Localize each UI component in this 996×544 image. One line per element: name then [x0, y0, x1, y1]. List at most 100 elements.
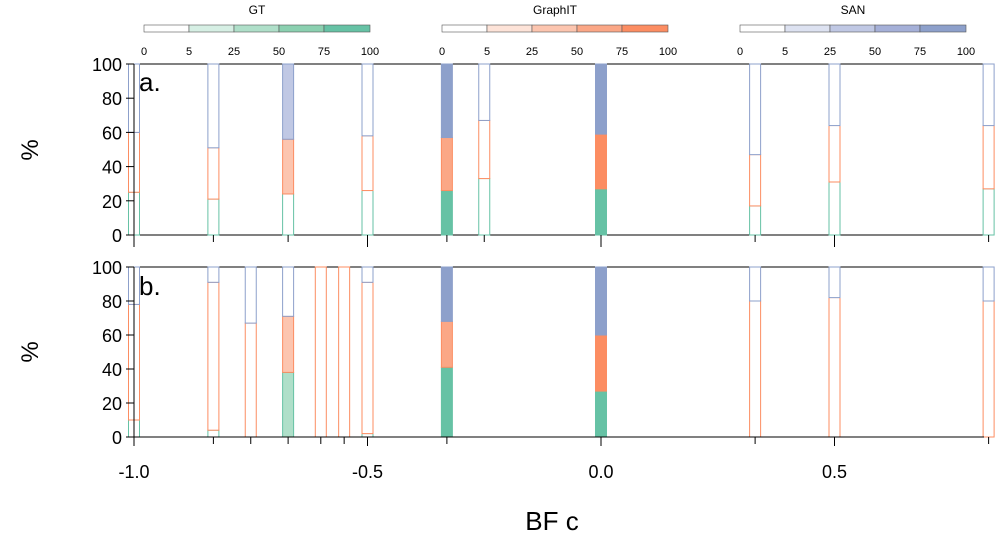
bar-segment-san: [361, 266, 374, 283]
panel-b-y-label: %: [17, 341, 44, 362]
legend-swatch-san-1: [784, 24, 831, 33]
bar-segment-graphit: [361, 281, 374, 435]
y-tick-label: 0: [112, 226, 122, 246]
x-tick-label: -0.5: [352, 462, 383, 482]
bar-segment-graphit: [595, 133, 607, 190]
bar-segment-graphit: [207, 147, 220, 200]
bar-segment-graphit: [828, 297, 841, 438]
legend-tick-label: 25: [526, 46, 538, 58]
y-tick-label: 60: [102, 123, 122, 143]
bar-group: [282, 266, 295, 444]
bar-group: [595, 63, 607, 242]
bar-group: [314, 266, 327, 444]
bar-segment-graphit: [749, 300, 762, 438]
bar-segment-graphit: [338, 266, 351, 438]
legend-swatch-san-3: [874, 24, 921, 33]
panel-b-y-axis: 0 20 40 60 80 100: [92, 258, 135, 448]
bar-segment-san: [749, 63, 762, 156]
bar-segment-gt: [982, 188, 995, 236]
bar-segment-graphit: [982, 300, 995, 438]
legend-tick-label: 50: [273, 46, 285, 58]
legend-swatch-gt-3: [278, 24, 325, 33]
legend-tick-label: 50: [571, 46, 583, 58]
bar-segment-graphit: [478, 119, 491, 180]
bar-segment-gt: [749, 205, 762, 236]
bar-group: [207, 266, 220, 444]
legend-tick-label: 0: [737, 46, 743, 58]
x-axis-label: BF c: [525, 506, 578, 536]
bar-segment-gt: [361, 190, 374, 236]
legend-swatch-graphit-3: [576, 24, 623, 33]
bar-segment-graphit: [982, 125, 995, 190]
bar-segment-gt: [595, 390, 607, 438]
bar-segment-gt: [207, 429, 220, 438]
bar-group: [749, 266, 762, 444]
bar-group: [828, 266, 841, 444]
legend-title-san: SAN: [841, 3, 866, 17]
legend-tick-label: 5: [186, 46, 192, 58]
legend-swatch-gt-1: [188, 24, 235, 33]
bar-segment-san: [828, 266, 841, 299]
legend-tick-label: 5: [484, 46, 490, 58]
y-tick-label: 40: [102, 360, 122, 380]
bar-group: [982, 63, 995, 242]
panel-a-y-axis: 0 20 40 60 80 100: [92, 55, 135, 246]
bar-segment-gt: [282, 193, 295, 236]
x-tick-label: -1.0: [118, 462, 149, 482]
bar-segment-gt: [440, 366, 453, 438]
legend-tick-label: 75: [318, 46, 330, 58]
y-tick-label: 60: [102, 326, 122, 346]
legend-tick-label: 75: [914, 46, 926, 58]
bar-segment-gt: [828, 181, 841, 236]
bar-segment-san: [282, 266, 295, 317]
legend-swatch-graphit-2: [531, 24, 578, 33]
legend-swatch-san-2: [829, 24, 876, 33]
bar-segment-san: [749, 266, 762, 302]
panel-b: 0 20 40 60 80 100 b. %: [17, 258, 995, 448]
bar-segment-graphit: [244, 322, 257, 438]
y-tick-label: 20: [102, 394, 122, 414]
bar-segment-graphit: [282, 138, 295, 195]
y-tick-label: 100: [92, 55, 122, 75]
bar-group: [282, 63, 295, 242]
legend-swatch-graphit-0: [441, 24, 488, 33]
bar-segment-graphit: [314, 266, 327, 438]
bar-segment-gt: [282, 371, 295, 438]
legend-swatch-san-4: [919, 24, 967, 33]
bar-group: [595, 266, 607, 444]
panel-a: 0 20 40 60 80 100 a. %: [17, 55, 995, 246]
bar-group: [440, 63, 453, 242]
legend-title-gt: GT: [249, 3, 266, 17]
bar-group: [361, 266, 374, 444]
legend-swatch-graphit-1: [486, 24, 533, 33]
bar-segment-san: [828, 63, 841, 127]
bar-segment-san: [207, 266, 220, 283]
bar-segment-san: [207, 63, 220, 149]
legend-tick-label: 0: [439, 46, 445, 58]
legend-san: SAN 0 5 25 50 75 100: [737, 3, 975, 58]
bar-group: [440, 266, 453, 444]
bar-segment-san: [244, 266, 257, 324]
bar-group: [478, 63, 491, 242]
panel-a-label: a.: [139, 67, 161, 97]
bar-segment-san: [282, 63, 295, 140]
legend-swatch-gt-4: [323, 24, 371, 33]
bar-group: [828, 63, 841, 242]
legend-swatch-san-0: [739, 24, 786, 33]
bar-segment-graphit: [440, 137, 453, 192]
bar-segment-graphit: [440, 320, 453, 368]
bar-segment-gt: [440, 190, 453, 236]
bar-segment-san: [595, 266, 607, 336]
bar-segment-san: [595, 63, 607, 135]
y-tick-label: 80: [102, 292, 122, 312]
bar-group: [982, 266, 995, 444]
legend-swatch-gt-0: [143, 24, 190, 33]
bar-segment-graphit: [595, 334, 607, 392]
legend-tick-label: 100: [659, 46, 677, 58]
legend-tick-label: 100: [361, 46, 379, 58]
y-tick-label: 0: [112, 428, 122, 448]
bar-group: [338, 266, 351, 444]
bar-group: [361, 63, 374, 242]
bar-group: [749, 63, 762, 242]
